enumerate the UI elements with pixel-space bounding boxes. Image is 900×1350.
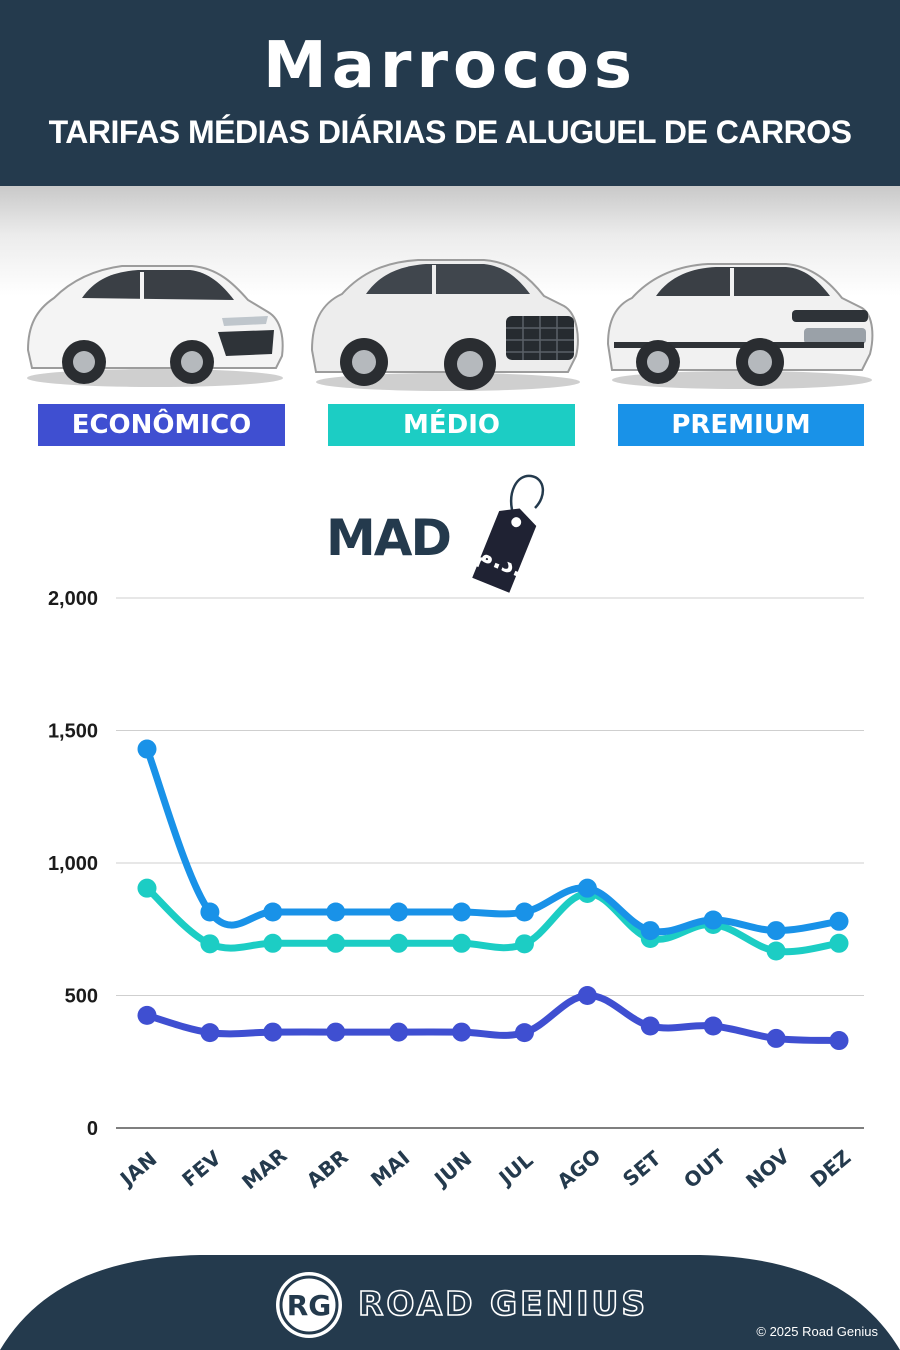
data-point-2-5 [452, 902, 472, 922]
data-point-0-11 [829, 1031, 849, 1051]
data-point-1-0 [137, 878, 157, 898]
x-tick-label: MAI [366, 1146, 414, 1192]
data-point-1-10 [766, 941, 786, 961]
data-point-0-7 [577, 986, 597, 1005]
y-tick-label: 500 [65, 986, 98, 1008]
data-point-2-7 [577, 878, 597, 898]
copyright-text: © 2025 Road Genius [756, 1324, 878, 1339]
data-point-1-3 [326, 933, 346, 953]
y-tick-label: 1,500 [48, 721, 98, 743]
premium-suv-image [604, 258, 876, 392]
data-point-0-9 [703, 1016, 723, 1036]
data-point-0-0 [137, 1005, 157, 1025]
data-point-2-6 [514, 902, 534, 922]
data-point-0-10 [766, 1028, 786, 1048]
x-tick-label: JUL [493, 1148, 538, 1191]
data-point-1-11 [829, 933, 849, 953]
data-point-2-1 [200, 902, 220, 922]
category-premium-label: PREMIUM [618, 404, 864, 446]
data-point-0-4 [389, 1022, 409, 1042]
x-tick-label: FEV [177, 1145, 226, 1191]
rental-rate-line-chart: 0 500 1,000 1,500 2,000 JAN FEV MAR ABR MAI JUN JUL… [48, 588, 864, 1194]
page-subtitle: TARIFAS MÉDIAS DIÁRIAS DE ALUGUEL DE CAR… [48, 114, 852, 150]
x-tick-label: MAR [237, 1143, 291, 1194]
x-tick-label: SET [618, 1146, 666, 1191]
x-tick-label: JUN [428, 1146, 476, 1192]
data-point-0-8 [640, 1016, 660, 1036]
data-point-0-5 [452, 1022, 472, 1042]
header-banner: Marrocos TARIFAS MÉDIAS DIÁRIAS DE ALUGU… [0, 0, 900, 186]
road-genius-logo: RG [274, 1270, 344, 1340]
data-point-2-3 [326, 902, 346, 922]
currency-code: MAD [326, 509, 452, 567]
data-point-1-5 [452, 933, 472, 953]
data-point-2-9 [703, 910, 723, 930]
data-point-1-6 [514, 934, 534, 954]
category-economy-label: ECONÔMICO [38, 404, 285, 446]
economy-car-image [22, 258, 288, 390]
y-tick-label: 1,000 [48, 853, 98, 875]
x-tick-label: OUT [679, 1144, 731, 1193]
data-point-2-8 [640, 921, 660, 941]
page-title: Marrocos [263, 29, 637, 103]
data-point-1-2 [263, 933, 283, 953]
series-line-0 [143, 992, 843, 1045]
brand-name: ROAD GENIUS [357, 1283, 649, 1324]
x-tick-label: AGO [552, 1144, 605, 1194]
data-point-2-10 [766, 921, 786, 941]
data-point-0-1 [200, 1023, 220, 1043]
y-tick-label: 0 [87, 1118, 98, 1140]
midsize-suv-image [308, 254, 584, 394]
data-point-2-4 [389, 902, 409, 922]
footer-band [0, 1255, 900, 1350]
data-point-2-0 [137, 739, 157, 759]
x-tick-label: NOV [741, 1143, 794, 1193]
category-midsize-label: MÉDIO [328, 404, 575, 446]
y-tick-label: 2,000 [48, 588, 98, 610]
x-tick-label: ABR [302, 1145, 353, 1193]
x-tick-label: DEZ [806, 1145, 856, 1192]
data-point-0-6 [514, 1023, 534, 1043]
data-point-1-1 [200, 934, 220, 954]
data-point-2-11 [829, 911, 849, 931]
data-point-1-4 [389, 933, 409, 953]
price-tag-icon: د.م. [455, 470, 555, 610]
logo-initials: RG [287, 1289, 332, 1322]
series-line-2 [143, 745, 843, 936]
x-tick-label: JAN [114, 1147, 161, 1192]
data-point-0-3 [326, 1022, 346, 1042]
data-point-0-2 [263, 1022, 283, 1042]
data-point-2-2 [263, 902, 283, 922]
